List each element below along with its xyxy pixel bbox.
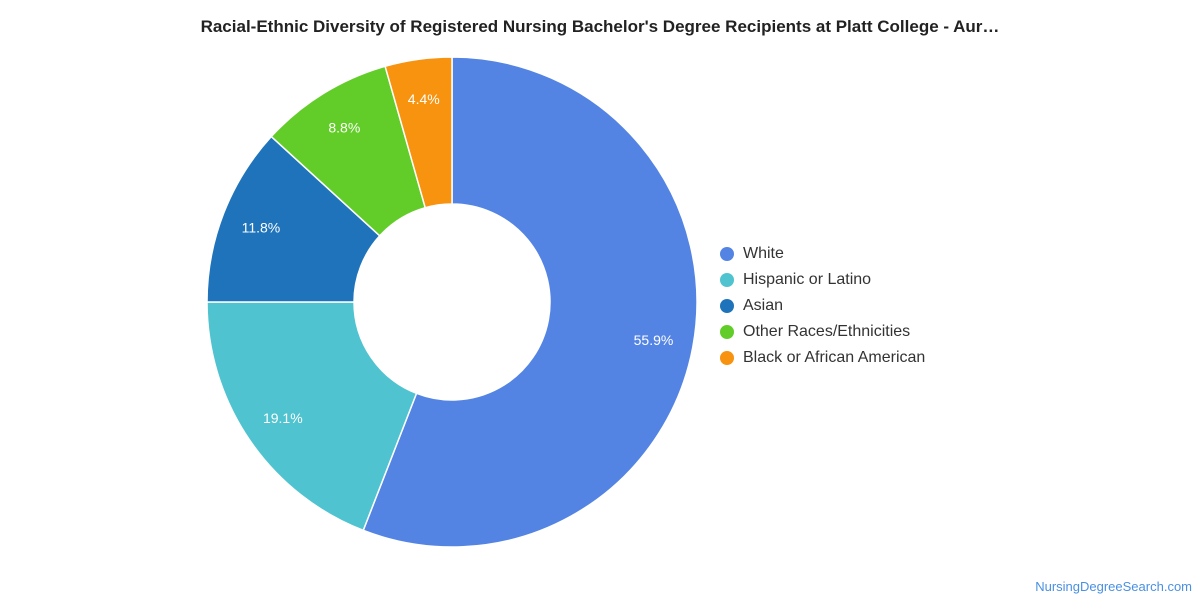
legend-item[interactable]: Asian <box>720 293 925 319</box>
slice-black-or-african-american[interactable] <box>384 56 453 209</box>
chart-legend: White Hispanic or Latino Asian Other Races/… <box>720 241 925 371</box>
chart-title: Racial-Ethnic Diversity of Registered Nu… <box>200 17 1000 36</box>
slice-hispanic-or-latino[interactable] <box>206 301 418 532</box>
slice-white[interactable] <box>362 56 698 548</box>
slice-label: 8.8% <box>328 120 360 136</box>
legend-item[interactable]: Black or African American <box>720 345 925 371</box>
slice-label: 19.1% <box>263 410 303 426</box>
slice-label: 4.4% <box>408 91 440 107</box>
legend-swatch-icon <box>720 273 734 287</box>
legend-item[interactable]: Hispanic or Latino <box>720 267 925 293</box>
legend-swatch-icon <box>720 299 734 313</box>
slice-label: 55.9% <box>634 332 674 348</box>
legend-item[interactable]: Other Races/Ethnicities <box>720 319 925 345</box>
legend-swatch-icon <box>720 325 734 339</box>
legend-swatch-icon <box>720 351 734 365</box>
legend-label: Other Races/Ethnicities <box>743 323 911 340</box>
slice-label: 11.8% <box>242 220 281 236</box>
legend-label: White <box>743 245 784 262</box>
legend-label: Asian <box>743 297 784 314</box>
legend-swatch-icon <box>720 247 734 261</box>
slice-asian[interactable] <box>206 135 381 303</box>
source-link[interactable]: NursingDegreeSearch.com <box>1035 579 1192 594</box>
legend-label: Hispanic or Latino <box>743 271 872 288</box>
legend-item[interactable]: White <box>720 241 925 267</box>
legend-label: Black or African American <box>743 349 926 366</box>
